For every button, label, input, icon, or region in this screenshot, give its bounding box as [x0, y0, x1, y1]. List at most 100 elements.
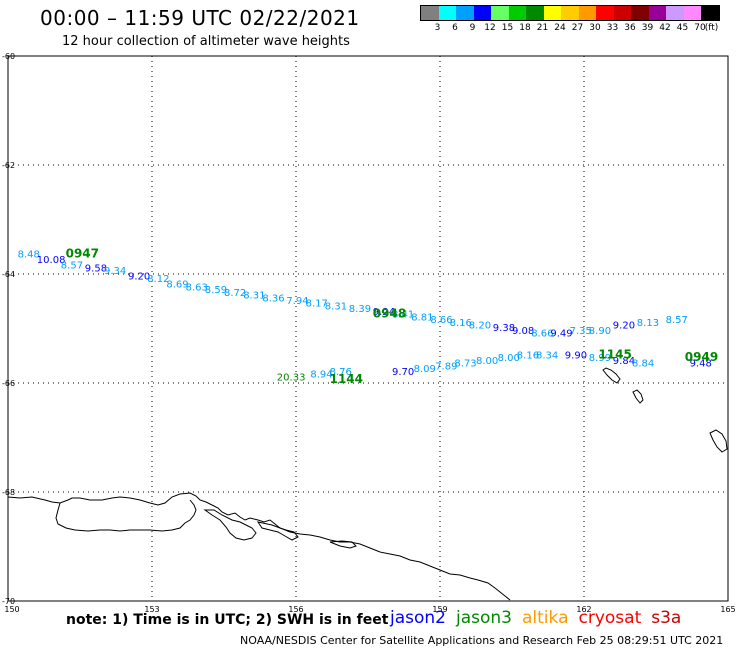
legend-tick-label: 36 [624, 23, 636, 33]
swh-value-label: 9.70 [392, 367, 414, 378]
swh-value-label: 8.12 [147, 274, 169, 285]
legend-swatch [561, 6, 579, 20]
legend-tick-label: 70 [694, 23, 706, 33]
legend-swatch [526, 6, 544, 20]
lon-tick-label: 156 [288, 605, 303, 614]
track-time-label: 1144 [330, 372, 363, 386]
legend-tick-label: 27 [571, 23, 584, 33]
swh-value-label: 8.36 [262, 293, 284, 304]
legend-swatch [683, 6, 701, 20]
swh-value-label: 8.39 [349, 304, 371, 315]
swh-value-label: 8.00 [476, 356, 498, 367]
swh-value-label: 8.73 [454, 359, 476, 370]
map-subtitle: 12 hour collection of altimeter wave hei… [62, 34, 350, 49]
swh-value-label: 8.99 [589, 353, 611, 364]
legend-tick-label: 30 [589, 23, 601, 33]
swh-value-label: 9.34 [104, 266, 126, 277]
lat-tick-label: -60 [2, 52, 15, 61]
legend-swatch [508, 6, 526, 20]
legend-swatch [648, 6, 666, 20]
swh-value-label: 8.76 [330, 367, 352, 378]
legend-tick-label: 45 [676, 23, 689, 33]
legend-tick-label: 18 [519, 23, 531, 33]
axis-tick-labels: 150 153 156 159 162 165 -60 -62 -64 -66 -68 -70 [2, 52, 736, 614]
swh-value-label: 9.20 [613, 321, 635, 332]
lon-tick-label: 159 [432, 605, 447, 614]
track-time-label: 0947 [66, 247, 99, 261]
satellite-name: jason2 [390, 608, 446, 628]
swh-value-label: 7.89 [435, 361, 457, 372]
units-note: note: 1) Time is in UTC; 2) SWH is in fe… [66, 612, 389, 628]
swh-value-label: 8.16 [450, 318, 472, 329]
legend-tick-label: 9 [469, 23, 476, 33]
swh-value-label: 8.66 [430, 315, 452, 326]
swh-value-label: 8.57 [61, 261, 83, 272]
legend-tick-label: 42 [659, 23, 671, 33]
legend-swatch [613, 6, 631, 20]
legend-swatch [543, 6, 561, 20]
lat-lon-grid [8, 56, 728, 601]
swh-value-label: 20.33 [277, 372, 306, 383]
legend-swatch [456, 6, 474, 20]
track-time-label: 0948 [373, 307, 406, 321]
track-time-label: 0949 [685, 350, 718, 364]
legend-swatch [596, 6, 614, 20]
swh-value-label: 8.31 [243, 291, 265, 302]
swh-value-label: 8.63 [186, 282, 208, 293]
legend-tick-label: 33 [606, 23, 619, 33]
swh-value-label: 9.24 [373, 307, 395, 318]
lon-tick-label: 153 [144, 605, 159, 614]
satellite-key: jason2 jason3 altika cryosat s3a [390, 608, 691, 628]
lat-tick-label: -62 [2, 161, 15, 170]
legend-tick-label: 39 [641, 23, 654, 33]
swh-value-label: 9.20 [128, 271, 150, 282]
swh-value-label: 10.08 [37, 255, 66, 266]
legend-swatch [438, 6, 456, 20]
legend-swatch [701, 6, 719, 20]
swh-value-label: 9.49 [550, 329, 572, 340]
satellite-name: cryosat [578, 608, 642, 628]
legend-tick-label: 12 [484, 23, 496, 33]
lon-tick-label: 165 [720, 605, 735, 614]
swh-value-label: 7.35 [570, 326, 592, 337]
legend-swatch [631, 6, 649, 20]
legend-swatch [421, 6, 439, 20]
coastline [7, 367, 728, 601]
swh-value-label: 8.00 [498, 353, 520, 364]
legend-tick-label: (ft) [704, 23, 719, 33]
swh-value-label: 8.41 [392, 310, 414, 321]
swh-value-label: 8.72 [224, 288, 246, 299]
lat-tick-label: -66 [2, 379, 15, 388]
lon-tick-label: 162 [576, 605, 591, 614]
legend-tick-label: 3 [434, 23, 441, 33]
swh-value-label: 8.69 [166, 280, 188, 291]
swh-value-label: 8.31 [325, 301, 347, 312]
legend-swatch [473, 6, 491, 20]
swh-value-label: 8.90 [589, 326, 611, 337]
legend-tick-label: 24 [554, 23, 566, 33]
swh-value-label: 9.48 [690, 359, 712, 370]
swh-value-label: 8.20 [469, 321, 491, 332]
credit-line: NOAA/NESDIS Center for Satellite Applica… [240, 634, 724, 647]
swh-value-label: 8.48 [18, 250, 40, 261]
swh-value-label: 8.16 [517, 350, 539, 361]
legend-swatch [491, 6, 509, 20]
track-time-labels: 0947 0948 1144 1145 0949 [66, 247, 719, 386]
legend-tick-label: 15 [501, 23, 514, 33]
lat-tick-label: -68 [2, 488, 15, 497]
swh-value-label: 8.09 [414, 364, 436, 375]
legend-tick-label: 21 [536, 23, 549, 33]
legend-tick-labels: 3 6 9 12 15 18 21 24 27 30 33 36 39 42 45 70 (ft) [420, 21, 720, 35]
swh-value-label: 8.17 [306, 299, 328, 310]
legend-color-bar [420, 5, 720, 21]
swh-value-label: 8.66 [531, 329, 553, 340]
track-time-label: 1145 [598, 347, 631, 361]
map-frame [7, 55, 729, 602]
swh-value-label: 8.57 [666, 315, 688, 326]
satellite-name: altika [522, 608, 569, 628]
swh-value-label: 8.13 [637, 318, 659, 329]
swh-value-label: 8.81 [411, 312, 433, 323]
legend-swatch [666, 6, 684, 20]
